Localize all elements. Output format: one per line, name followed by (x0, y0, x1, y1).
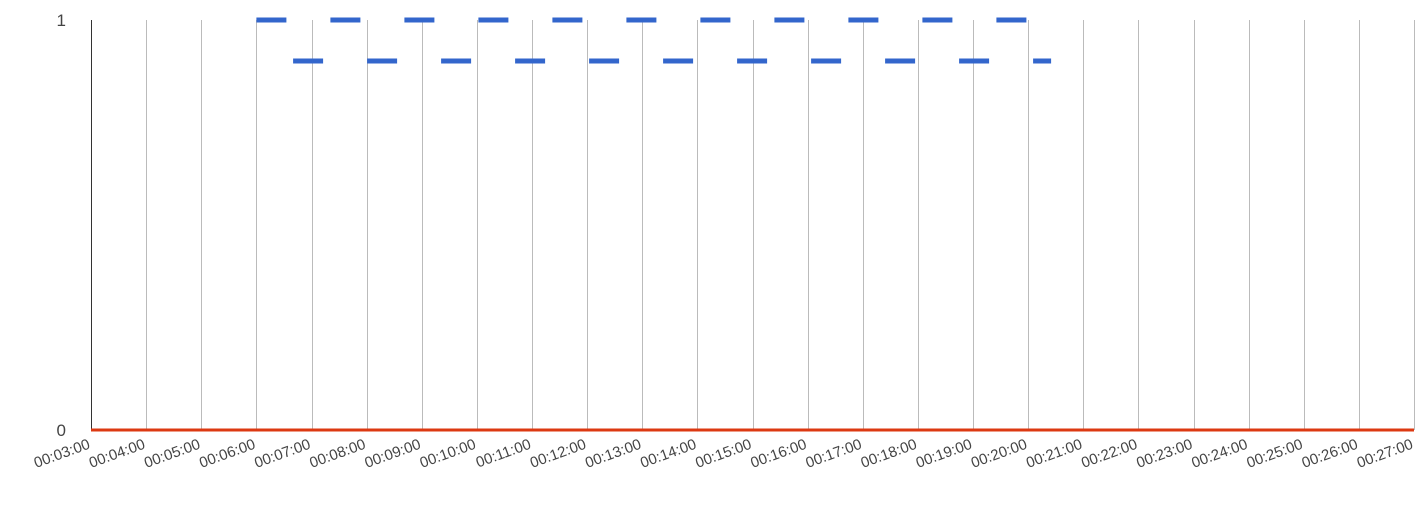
x-tick-label: 00:19:00 (914, 436, 975, 472)
x-tick-label: 00:14:00 (638, 436, 699, 472)
x-tick-label: 00:25:00 (1244, 436, 1305, 472)
x-tick-label: 00:16:00 (748, 436, 809, 472)
x-tick-label: 00:05:00 (142, 436, 203, 472)
x-tick-label: 00:15:00 (693, 436, 754, 472)
plot-area (91, 20, 1414, 430)
x-tick-label: 00:22:00 (1079, 436, 1140, 472)
x-tick-label: 00:21:00 (1024, 436, 1085, 472)
x-tick-label: 00:20:00 (969, 436, 1030, 472)
x-tick-label: 00:10:00 (418, 436, 479, 472)
y-tick-label: 0 (57, 421, 66, 440)
x-tick-label: 00:13:00 (583, 436, 644, 472)
x-tick-label: 00:12:00 (528, 436, 589, 472)
x-tick-label: 00:07:00 (252, 436, 313, 472)
x-tick-label: 00:23:00 (1134, 436, 1195, 472)
x-tick-label: 00:03:00 (32, 436, 93, 472)
x-tick-label: 00:11:00 (474, 436, 534, 472)
x-tick-label: 00:26:00 (1300, 436, 1361, 472)
x-tick-label: 00:17:00 (803, 436, 864, 472)
x-tick-label: 00:09:00 (362, 436, 423, 472)
x-tick-label: 00:08:00 (307, 436, 368, 472)
x-tick-label: 00:27:00 (1355, 436, 1416, 472)
x-tick-label: 00:18:00 (859, 436, 920, 472)
series-lines (91, 17, 1414, 432)
x-tick-label: 00:24:00 (1189, 436, 1250, 472)
x-tick-label: 00:06:00 (197, 436, 258, 472)
y-tick-label: 1 (57, 11, 66, 30)
y-axis-tick-labels: 01 (57, 11, 66, 440)
x-tick-label: 00:04:00 (87, 436, 148, 472)
x-axis-tick-labels: 00:03:0000:04:0000:05:0000:06:0000:07:00… (32, 436, 1416, 472)
vertical-gridlines (91, 20, 1415, 430)
